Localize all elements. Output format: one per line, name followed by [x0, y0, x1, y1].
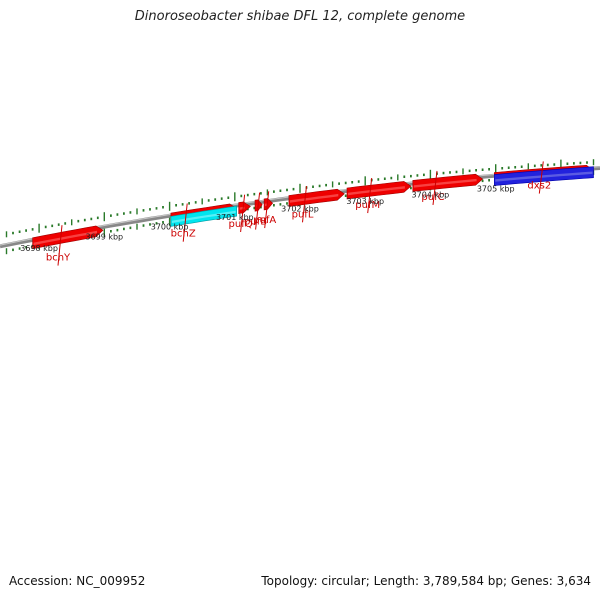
- gene-pufA: [263, 198, 274, 211]
- label-leader-bchY: [57, 225, 63, 266]
- label-leader-pufM: [367, 177, 373, 214]
- gene-label-pufM: pufM: [355, 200, 380, 211]
- label-leader-pufC: [432, 170, 438, 205]
- accession-text: Accession: NC_009952: [9, 574, 146, 588]
- kbp-label: 3702 kbp: [281, 204, 319, 213]
- gene-label-pufA: pufA: [253, 215, 276, 226]
- genome-summary: Topology: circular; Length: 3,789,584 bp…: [261, 574, 591, 588]
- label-leader-pufA: [264, 191, 270, 229]
- kbp-label: 3704 kbp: [412, 190, 450, 199]
- label-leader-pufB: [255, 192, 261, 230]
- gene-track: [32, 164, 594, 250]
- label-leader-pufL: [302, 186, 307, 223]
- blue-gene-highlight: [495, 171, 593, 182]
- kbp-labels: 3698 kbp 3699 kbp 3700 kbp 3701 kbp 3702 kbp…: [20, 185, 514, 254]
- gene-label-pufL: pufL: [292, 209, 314, 220]
- gene-label-dxs2: dxs2: [527, 181, 551, 192]
- genome-title: Dinoroseobacter shibae DFL 12, complete …: [134, 9, 466, 24]
- kbp-label: 3703 kbp: [346, 197, 384, 206]
- kbp-label: 3698 kbp: [20, 244, 58, 253]
- gene-highlight: [413, 178, 477, 188]
- gene-highlight: [348, 186, 405, 196]
- gene-highlight: [33, 230, 97, 246]
- gene-label-bchZ: bchZ: [171, 229, 196, 240]
- kbp-label: 3705 kbp: [477, 185, 515, 194]
- label-leader-dxs2: [538, 161, 544, 194]
- gene-pufQ: [238, 201, 251, 214]
- kbp-label: 3699 kbp: [85, 233, 123, 242]
- cyan-gene-highlight: [171, 210, 236, 223]
- gene-label-pufC: pufC: [421, 192, 444, 203]
- gene-label-bchY: bchY: [46, 253, 71, 264]
- kbp-label: 3701 kbp: [216, 213, 254, 222]
- gene-highlight: [289, 193, 339, 203]
- kbp-label: 3700 kbp: [151, 222, 189, 231]
- gene-label-pufB: pufB: [244, 217, 267, 228]
- gene-highlight: [265, 203, 267, 207]
- gene-label-pufQ: pufQ: [229, 219, 253, 230]
- label-leader-pufQ: [240, 194, 246, 233]
- label-leader-bchZ: [182, 203, 188, 242]
